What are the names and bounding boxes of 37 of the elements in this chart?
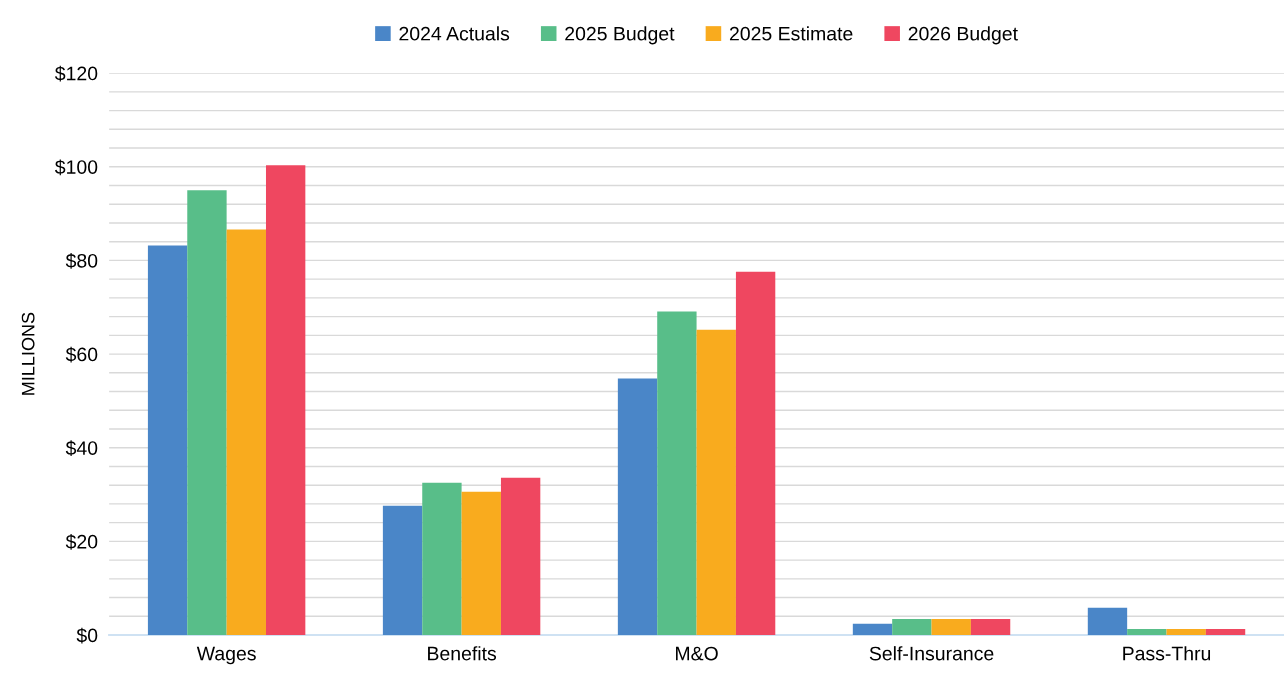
legend-label: 2024 Actuals xyxy=(399,26,510,41)
legend-label: 2025 Budget xyxy=(565,26,675,45)
bar xyxy=(500,477,541,636)
y-tick-label: $40 xyxy=(65,440,98,457)
x-tick-label: Wages xyxy=(196,646,256,665)
bar xyxy=(422,482,462,636)
bar xyxy=(226,229,266,636)
bar xyxy=(1205,628,1246,636)
bar xyxy=(617,378,658,636)
x-tick-label: Pass-Thru xyxy=(1123,646,1211,661)
bar xyxy=(735,271,776,636)
bar xyxy=(931,619,971,636)
bar xyxy=(265,165,306,636)
y-tick-label: $100 xyxy=(54,159,98,176)
y-tick-label: $80 xyxy=(65,253,98,269)
bar xyxy=(147,245,188,636)
bar xyxy=(892,619,932,636)
bar xyxy=(696,329,736,636)
bar xyxy=(1087,607,1128,636)
bar xyxy=(461,491,501,636)
x-tick-label: M&O xyxy=(676,646,718,661)
legend-label: 2025 Estimate xyxy=(729,26,853,41)
bar xyxy=(852,623,893,636)
y-tick-label: $0 xyxy=(76,627,98,644)
bar xyxy=(382,505,423,636)
bar xyxy=(1166,628,1206,636)
y-tick-label: $120 xyxy=(54,65,98,82)
y-axis-title: MILLIONS xyxy=(21,312,35,395)
x-tick-label: Self-Insurance xyxy=(869,646,994,661)
x-tick-label: Benefits xyxy=(428,646,497,661)
y-tick-label: $60 xyxy=(65,346,98,363)
y-tick-label: $20 xyxy=(65,534,98,550)
bar xyxy=(657,311,697,636)
bar xyxy=(187,190,227,636)
bar xyxy=(970,619,1011,636)
legend-label: 2026 Budget xyxy=(908,26,1018,45)
bar xyxy=(1127,628,1167,636)
